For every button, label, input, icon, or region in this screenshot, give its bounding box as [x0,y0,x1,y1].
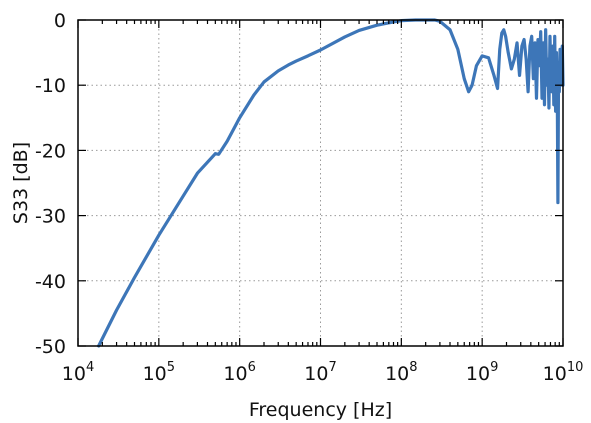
x-tick-label: 104 [62,360,94,385]
x-tick-labels: 104 105 106 107 108 109 1010 [62,360,584,385]
x-tick-label: 105 [143,360,175,385]
y-tick-label: -10 [35,75,66,97]
grid [78,20,563,346]
x-tick-label: 107 [304,360,336,385]
y-axis-title: S33 [dB] [10,142,32,224]
x-axis-title: Frequency [Hz] [249,399,392,421]
tick-marks [77,19,564,347]
x-tick-label: 108 [385,360,417,385]
y-tick-label: -40 [35,271,66,293]
series-layer [97,18,565,348]
s33-series-line [97,18,565,348]
x-tick-label: 1010 [543,360,584,385]
y-tick-label: -30 [35,206,66,228]
y-tick-labels: 0 -10 -20 -30 -40 -50 [35,10,66,358]
x-tick-label: 109 [466,360,498,385]
y-tick-label: 0 [54,10,66,32]
y-tick-label: -20 [35,140,66,162]
x-tick-label: 106 [223,360,255,385]
y-tick-label: -50 [35,336,66,358]
